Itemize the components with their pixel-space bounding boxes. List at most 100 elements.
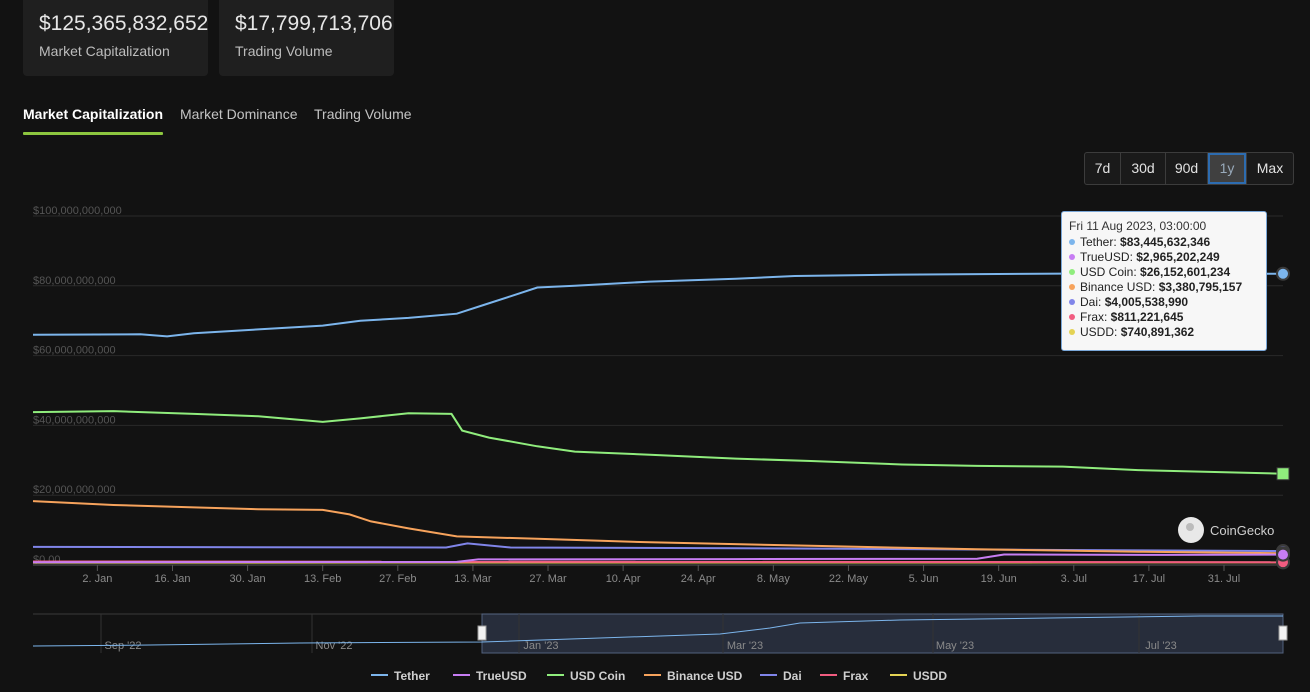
navigator-label: Sep '22 — [105, 640, 142, 652]
y-tick-label: $40,000,000,000 — [33, 414, 116, 426]
legend-item-trueusd[interactable]: TrueUSD — [453, 669, 527, 683]
x-tick-label: 13. Mar — [454, 573, 492, 585]
series-line-usd-coin[interactable] — [32, 410, 1284, 475]
tooltip-series-name: USDD — [1080, 325, 1115, 339]
tooltip-series-name: TrueUSD — [1080, 250, 1130, 264]
legend-swatch-icon — [820, 674, 837, 676]
legend-label: USDD — [913, 669, 948, 683]
tooltip-row: USDD: $740,891,362 — [1069, 325, 1259, 340]
tooltip-row: Binance USD: $3,380,795,157 — [1069, 280, 1259, 295]
series-marker — [1276, 467, 1290, 481]
range-30d-button[interactable]: 30d — [1121, 153, 1166, 184]
series-dot-icon — [1069, 314, 1075, 320]
x-tick-label: 17. Jul — [1133, 573, 1165, 585]
navigator-label: Jul '23 — [1145, 640, 1176, 652]
gecko-icon — [1178, 517, 1204, 543]
series-dot-icon — [1069, 284, 1075, 290]
tooltip-series-name: Frax — [1080, 310, 1104, 324]
range-1y-button[interactable]: 1y — [1208, 153, 1247, 184]
coingecko-logo: CoinGecko — [1178, 517, 1274, 543]
x-tick-label: 5. Jun — [909, 573, 939, 585]
x-tick-label: 24. Apr — [681, 573, 716, 585]
chart-legend: Tether TrueUSD USD Coin Binance USD Dai Frax U… — [0, 669, 1310, 687]
y-tick-label: $20,000,000,000 — [33, 484, 116, 496]
range-max-button[interactable]: Max — [1256, 160, 1284, 176]
x-tick-label: 10. Apr — [606, 573, 641, 585]
x-tick-label: 8. May — [757, 573, 791, 585]
tooltip-series-value: $811,221,645 — [1110, 310, 1184, 324]
tab-trading-volume[interactable]: Trading Volume — [314, 106, 412, 122]
series-dot-icon — [1069, 329, 1075, 335]
y-tick-label: $80,000,000,000 — [33, 275, 116, 287]
y-tick-label: $0.00 — [33, 554, 61, 566]
series-marker — [1276, 547, 1290, 562]
legend-label: Frax — [843, 669, 869, 683]
legend-swatch-icon — [644, 674, 661, 676]
tooltip-row: USD Coin: $26,152,601,234 — [1069, 265, 1259, 280]
series-dot-icon — [1069, 269, 1075, 275]
tooltip-date: Fri 11 Aug 2023, 03:00:00 — [1069, 219, 1207, 233]
navigator-label: Nov '22 — [316, 640, 353, 652]
x-tick-label: 27. Feb — [379, 573, 416, 585]
market-cap-value: $125,365,832,652 — [39, 12, 209, 35]
legend-item-usdd[interactable]: USDD — [890, 669, 947, 683]
legend-item-usd-coin[interactable]: USD Coin — [547, 669, 625, 683]
navigator-label: May '23 — [936, 640, 974, 652]
tooltip-series-name: Dai — [1080, 295, 1099, 309]
tooltip-series-value: $3,380,795,157 — [1158, 280, 1243, 294]
x-tick-label: 30. Jan — [230, 573, 266, 585]
market-cap-card: $125,365,832,652 Market Capitalization — [23, 0, 208, 76]
range-7d-button[interactable]: 7d — [1085, 153, 1121, 184]
tooltip-series-name: Tether — [1080, 235, 1114, 249]
x-tick-label: 27. Mar — [529, 573, 567, 585]
series-line-dai[interactable] — [32, 542, 1284, 552]
legend-swatch-icon — [371, 674, 388, 676]
range-90d-button[interactable]: 90d — [1166, 153, 1208, 184]
legend-swatch-icon — [890, 674, 907, 676]
tooltip-row: Frax: $811,221,645 — [1069, 310, 1259, 325]
brand-name: CoinGecko — [1210, 522, 1275, 538]
navigator-handle[interactable] — [1278, 625, 1288, 641]
series-marker — [1276, 266, 1290, 281]
x-tick-label: 31. Jul — [1208, 573, 1240, 585]
legend-label: Binance USD — [667, 669, 743, 683]
series-line-tether[interactable] — [32, 272, 1284, 338]
legend-swatch-icon — [453, 674, 470, 676]
trading-volume-value: $17,799,713,706 — [235, 12, 393, 35]
x-tick-label: 13. Feb — [304, 573, 341, 585]
legend-item-binance-usd[interactable]: Binance USD — [644, 669, 742, 683]
legend-item-frax[interactable]: Frax — [820, 669, 868, 683]
legend-swatch-icon — [760, 674, 777, 676]
tooltip-row: Tether: $83,445,632,346 — [1069, 235, 1259, 250]
tooltip-series-name: Binance USD — [1080, 280, 1153, 294]
legend-item-tether[interactable]: Tether — [371, 669, 430, 683]
y-tick-label: $100,000,000,000 — [33, 205, 122, 217]
legend-label: Dai — [783, 669, 802, 683]
x-tick-label: 19. Jun — [981, 573, 1017, 585]
tooltip-series-value: $4,005,538,990 — [1104, 295, 1189, 309]
market-cap-label: Market Capitalization — [39, 43, 170, 59]
tab-market-dominance[interactable]: Market Dominance — [180, 106, 298, 122]
series-dot-icon — [1069, 239, 1075, 245]
legend-label: Tether — [394, 669, 430, 683]
x-tick-label: 2. Jan — [82, 573, 112, 585]
x-tick-label: 22. May — [829, 573, 869, 585]
navigator-label: Mar '23 — [727, 640, 763, 652]
legend-item-dai[interactable]: Dai — [760, 669, 802, 683]
legend-swatch-icon — [547, 674, 564, 676]
series-dot-icon — [1069, 254, 1075, 260]
legend-label: TrueUSD — [476, 669, 527, 683]
navigator-series — [32, 615, 1283, 647]
x-tick-label: 16. Jan — [154, 573, 190, 585]
tab-market-capitalization[interactable]: Market Capitalization — [23, 106, 164, 135]
series-line-trueusd[interactable] — [32, 553, 1284, 564]
chart-tooltip: Fri 11 Aug 2023, 03:00:00 Tether: $83,44… — [1061, 211, 1267, 351]
navigator-handle[interactable] — [477, 625, 487, 641]
trading-volume-label: Trading Volume — [235, 43, 333, 59]
tooltip-row: TrueUSD: $2,965,202,249 — [1069, 250, 1259, 265]
legend-label: USD Coin — [570, 669, 626, 683]
range-selector: 7d 30d 90d 1y Max — [1084, 152, 1294, 185]
series-line-binance-usd[interactable] — [32, 500, 1284, 555]
navigator-label: Jan '23 — [523, 640, 558, 652]
